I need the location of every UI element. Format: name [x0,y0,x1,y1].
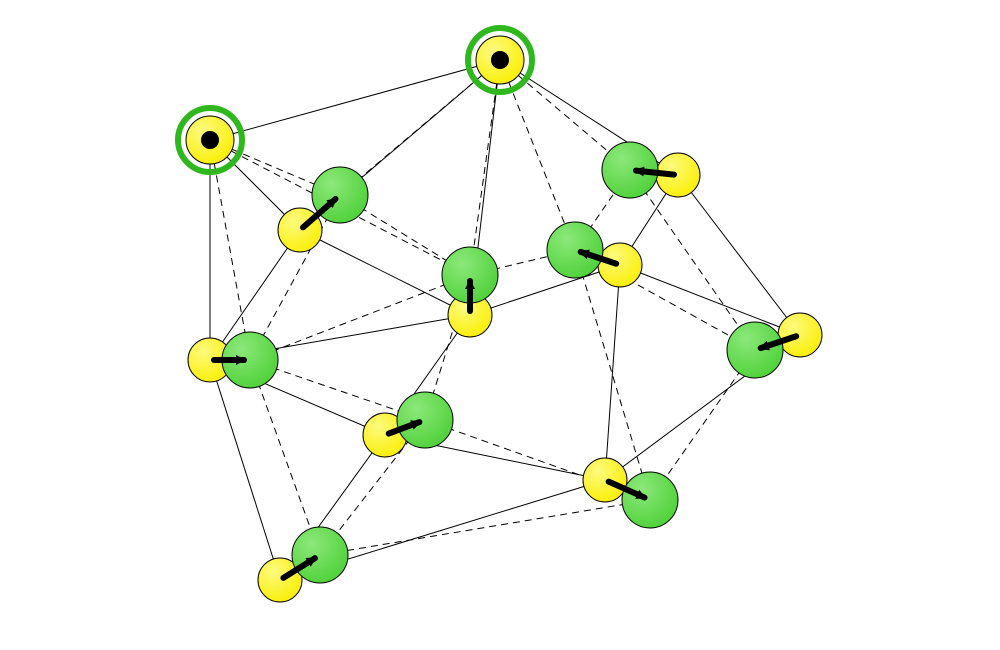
edge-dashed [250,360,320,555]
edge-solid [210,60,500,140]
node-green [727,322,783,378]
network-diagram [0,0,1000,650]
edges-solid [210,60,800,580]
edge-dashed [320,500,650,555]
edge-solid [210,360,280,580]
edge-solid [605,265,620,480]
nodes-yellow [188,153,822,602]
node-eye [178,108,242,172]
node-green [622,472,678,528]
edge-dashed [630,170,755,350]
nodes-green [222,142,783,583]
node-eye [468,28,532,92]
node-green [397,392,453,448]
displacement-arrow [636,171,674,175]
node-green [547,222,603,278]
node-yellow [583,458,627,502]
node-green [292,527,348,583]
node-yellow [778,313,822,357]
node-yellow [598,243,642,287]
